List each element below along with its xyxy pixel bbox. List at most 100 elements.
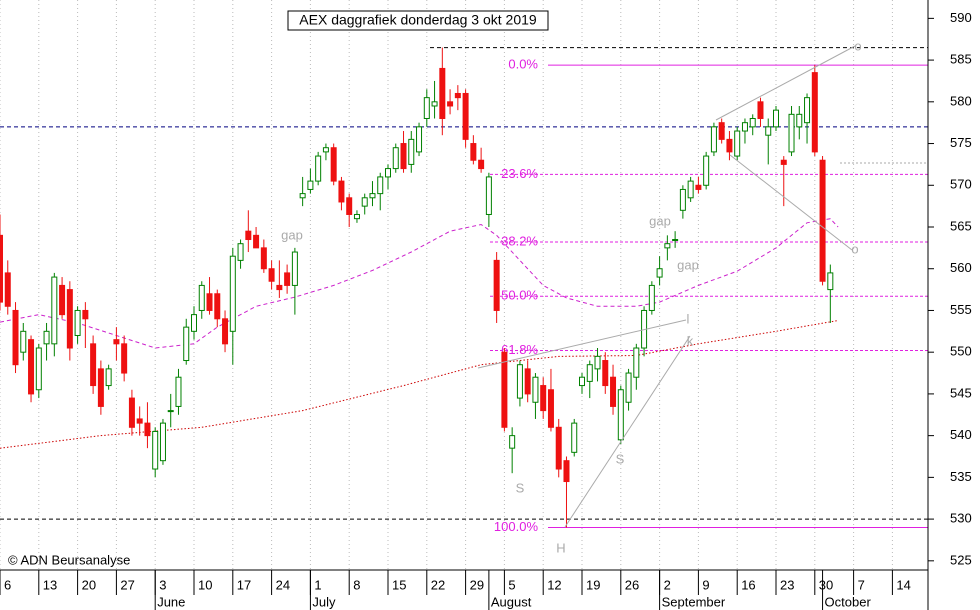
x-tick-label: 9	[702, 577, 709, 592]
y-tick-label: 565	[950, 218, 972, 233]
candle-body	[59, 284, 66, 316]
candle-body	[532, 376, 539, 403]
candle-body	[253, 234, 260, 249]
candle-body	[563, 460, 570, 483]
candle-body	[485, 176, 492, 215]
candle-body	[447, 101, 454, 107]
x-tick-label: 2	[664, 577, 671, 592]
candle-body	[400, 143, 407, 170]
x-tick-label: 13	[43, 577, 57, 592]
candle-body	[152, 430, 159, 470]
x-tick-label: 6	[4, 577, 11, 592]
candle-body	[555, 426, 562, 470]
annotation: S	[516, 480, 525, 495]
annotation: o	[851, 241, 858, 256]
month-label: August	[491, 594, 532, 609]
x-tick-label: 20	[82, 577, 96, 592]
y-tick-label: 555	[950, 302, 972, 317]
candle-body	[260, 247, 267, 270]
x-tick-label: 30	[819, 577, 833, 592]
candle-body	[757, 101, 764, 120]
candle-body	[478, 159, 485, 170]
candle-body	[191, 314, 197, 332]
x-tick-label: 22	[431, 577, 445, 592]
candle-body	[291, 251, 298, 286]
candle-body	[222, 318, 229, 345]
trend-line	[564, 335, 691, 528]
candle-body	[493, 259, 500, 311]
candle-body	[315, 155, 322, 182]
fib-label: 23.6%	[501, 166, 538, 181]
x-tick-label: 3	[159, 577, 166, 592]
candle-body	[121, 343, 128, 374]
candle-body	[0, 234, 3, 303]
candle-body	[245, 230, 252, 241]
candle-body	[330, 147, 337, 182]
candle-body	[547, 389, 554, 428]
candle-body	[749, 118, 756, 128]
candle-body	[524, 368, 531, 395]
y-tick-label: 530	[950, 511, 972, 526]
x-tick-label: 24	[276, 577, 290, 592]
candle-body	[594, 355, 601, 370]
fib-label: 100.0%	[494, 519, 539, 534]
y-tick-label: 550	[950, 344, 972, 359]
annotation: l	[687, 311, 690, 326]
candle-body	[811, 72, 818, 153]
fib-label: 0.0%	[508, 57, 538, 72]
y-tick-label: 545	[950, 385, 972, 400]
trend-line	[729, 154, 853, 251]
candle-body	[796, 113, 803, 128]
x-tick-label: 26	[625, 577, 639, 592]
annotation: gap	[649, 213, 671, 228]
trend-lines	[477, 45, 928, 528]
x-tick-label: 14	[896, 577, 910, 592]
candle-body	[664, 243, 671, 249]
candle-body	[431, 101, 438, 107]
annotation: gap	[677, 257, 699, 272]
candle-body	[276, 284, 283, 291]
candle-body	[307, 180, 314, 190]
candle-body	[74, 309, 81, 336]
candle-body	[672, 239, 679, 242]
candle-body	[695, 184, 702, 190]
candle-body	[516, 364, 523, 399]
candle-body	[501, 351, 508, 428]
candle-body	[144, 422, 151, 437]
annotation: k	[687, 333, 694, 348]
candle-body	[353, 213, 360, 220]
candle-body	[346, 197, 353, 215]
candle-body	[214, 293, 221, 320]
title-box	[287, 10, 549, 31]
candle-body	[741, 122, 748, 132]
y-tick-label: 525	[950, 552, 972, 567]
candle-body	[28, 339, 35, 395]
annotation: o	[854, 38, 861, 53]
candle-body	[710, 126, 717, 153]
y-tick-label: 560	[950, 260, 972, 275]
y-tick-label: 590	[950, 10, 972, 25]
candle-body	[175, 376, 182, 407]
candle-body	[726, 138, 733, 153]
x-tick-label: 8	[353, 577, 360, 592]
x-tick-label: 16	[741, 577, 755, 592]
candle-body	[703, 155, 710, 186]
plot-area: 0.0% 23.6% 38.2% 50.0% 61.8% 100.0%	[0, 0, 928, 570]
candle-body	[819, 159, 826, 282]
candle-body	[571, 422, 578, 453]
x-tick-label: 10	[198, 577, 212, 592]
candle-body	[827, 272, 834, 291]
y-tick-label: 585	[950, 52, 972, 67]
candle-body	[82, 309, 89, 320]
fib-label: 61.8%	[501, 342, 538, 357]
candle-body	[718, 122, 725, 140]
x-tick-label: 29	[470, 577, 484, 592]
x-tick-label: 27	[120, 577, 134, 592]
candle-body	[361, 197, 368, 207]
candle-body	[773, 109, 779, 128]
candle-body	[610, 376, 617, 407]
candle-body	[540, 385, 547, 412]
candle-body	[423, 97, 430, 120]
candle-body	[416, 126, 423, 153]
